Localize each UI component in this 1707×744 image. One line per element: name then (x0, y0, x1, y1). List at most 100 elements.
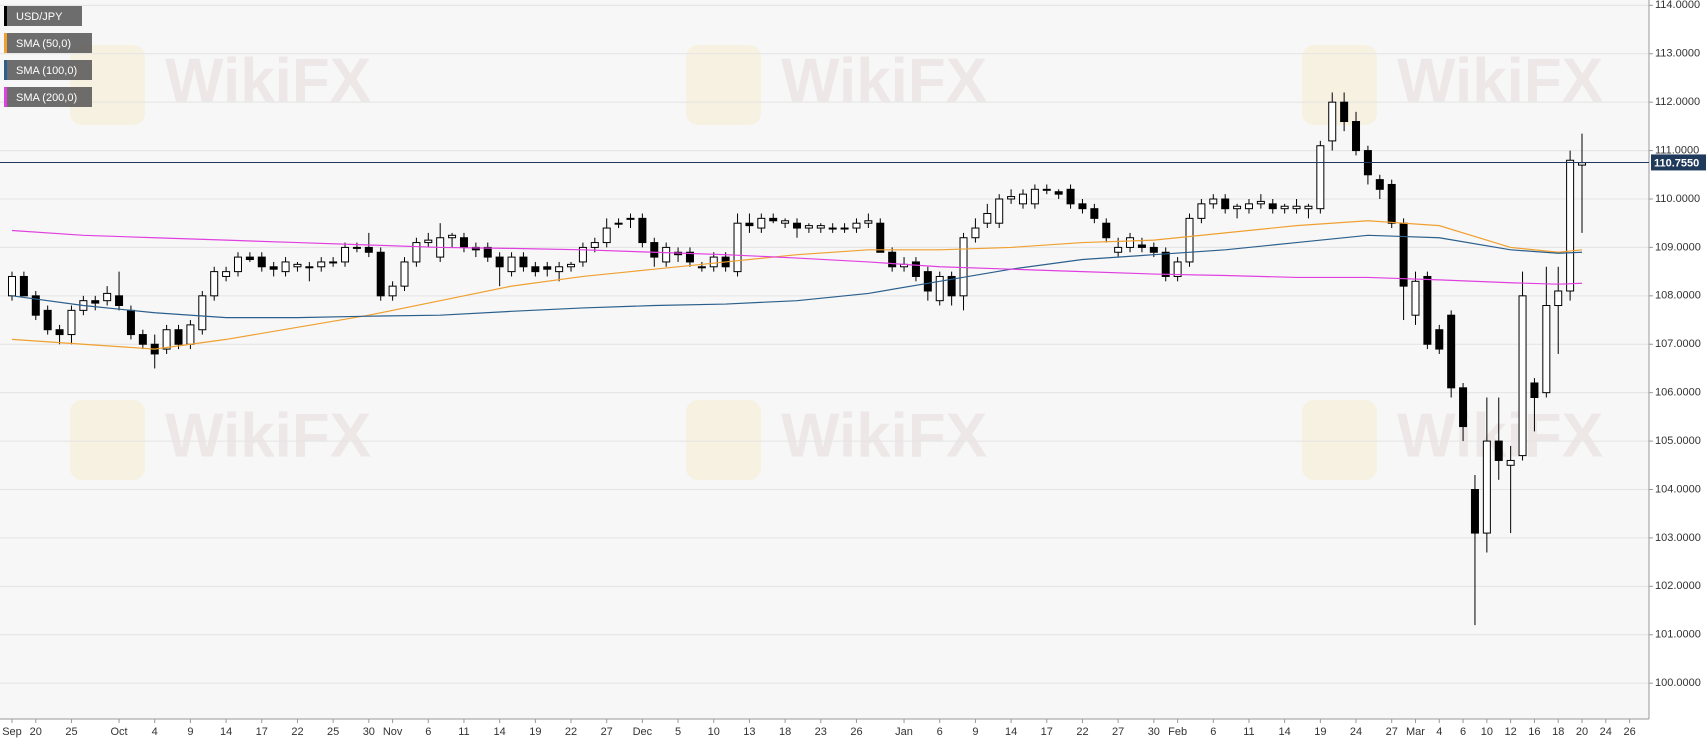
candle-body (519, 256, 528, 268)
x-tick-label: 9 (972, 726, 978, 738)
candle-body (483, 246, 492, 258)
legend-label: USD/JPY (16, 11, 63, 23)
candle-body (222, 271, 231, 277)
current-price-label: 110.7550 (1654, 157, 1699, 169)
watermark-logo (686, 400, 761, 480)
plot-background (0, 0, 1649, 719)
x-tick-label: 20 (1576, 726, 1588, 738)
y-tick-label: 104.0000 (1655, 483, 1701, 495)
candle-body (876, 222, 885, 253)
x-tick-label: 18 (779, 726, 791, 738)
candle-body (650, 242, 659, 258)
sma-line (11, 229, 1583, 285)
watermark-logo (686, 45, 761, 125)
x-tick-label: 24 (1600, 726, 1612, 738)
x-tick-label: 10 (1481, 726, 1493, 738)
candle-body (1256, 200, 1265, 205)
candle-body (8, 275, 16, 297)
candle-body (1482, 440, 1491, 534)
x-tick-label: Mar (1406, 726, 1425, 738)
candle-body (210, 271, 219, 297)
x-tick-label: 14 (1279, 726, 1291, 738)
y-tick-label: 112.0000 (1655, 96, 1700, 108)
candle-body (317, 261, 326, 268)
candle-body (888, 251, 897, 268)
candle-body (1554, 290, 1563, 307)
candle-body (602, 227, 611, 244)
sma-line (11, 220, 1583, 350)
candle-body (757, 217, 766, 229)
candle-body (804, 225, 813, 229)
candle-body (162, 329, 171, 350)
candle-body (174, 329, 183, 345)
candle-body (388, 285, 397, 297)
watermark-logo (1302, 45, 1377, 125)
candle-body (43, 309, 52, 331)
y-tick-label: 108.0000 (1655, 290, 1701, 302)
candle-body (709, 256, 718, 268)
grid (0, 4, 1653, 723)
candle-body (1209, 198, 1218, 205)
candle-body (1090, 208, 1099, 219)
candle-body (67, 309, 76, 336)
legend-swatch (4, 33, 7, 53)
candle-body (1566, 159, 1575, 292)
legend-box (4, 33, 92, 53)
candle-body (1280, 205, 1289, 210)
candle-body (1114, 246, 1123, 253)
candle-body (947, 275, 956, 297)
candle-body (1054, 191, 1063, 195)
candle-body (531, 266, 540, 273)
x-tick-label: 6 (425, 726, 431, 738)
x-tick-label: 14 (494, 726, 506, 738)
legend-box (4, 87, 92, 107)
candle-body (638, 217, 647, 244)
legend-label: SMA (200,0) (16, 92, 77, 104)
candle-body (281, 261, 290, 273)
x-tick-label: 18 (1552, 726, 1564, 738)
candle-body (1137, 244, 1146, 248)
candle-body (995, 198, 1004, 224)
candle-body (329, 261, 338, 264)
y-tick-label: 113.0000 (1655, 48, 1700, 60)
candle-body (245, 256, 254, 261)
x-tick-label: 12 (1505, 726, 1517, 738)
candle-body (555, 266, 564, 273)
x-tick-label: 16 (1528, 726, 1540, 738)
legend-label: SMA (50,0) (16, 38, 71, 50)
x-tick-label: 19 (529, 726, 541, 738)
candle-body (1292, 205, 1301, 210)
x-tick-label: 13 (743, 726, 755, 738)
x-tick-label: 26 (1623, 726, 1635, 738)
x-tick-label: 14 (220, 726, 232, 738)
candle-body (1447, 314, 1456, 389)
candle-body (1185, 217, 1194, 263)
y-tick-label: 110.0000 (1655, 193, 1700, 205)
candle-body (1066, 188, 1075, 205)
candle-body (745, 222, 754, 227)
candle-body (1352, 121, 1361, 152)
x-tick-label: 4 (1436, 726, 1442, 738)
candle-body (971, 227, 980, 239)
x-tick-label: 5 (675, 726, 681, 738)
y-tick-label: 107.0000 (1655, 338, 1701, 350)
candle-body (1423, 275, 1432, 345)
candle-body (1233, 205, 1242, 210)
candle-body (626, 217, 635, 220)
y-tick-label: 100.0000 (1655, 677, 1701, 689)
candle-body (1149, 246, 1158, 253)
candle-body (1304, 205, 1313, 210)
x-tick-label: Dec (633, 726, 653, 738)
candle-body (1221, 198, 1230, 210)
x-tick-label: 22 (1076, 726, 1088, 738)
x-tick-label: 22 (565, 726, 577, 738)
candle-body (412, 242, 421, 263)
x-tick-label: Nov (383, 726, 403, 738)
marks (8, 92, 1587, 626)
candle-body (448, 234, 457, 239)
x-tick-label: 17 (1041, 726, 1053, 738)
x-tick-label: Jan (895, 726, 913, 738)
candle-body (769, 217, 778, 222)
